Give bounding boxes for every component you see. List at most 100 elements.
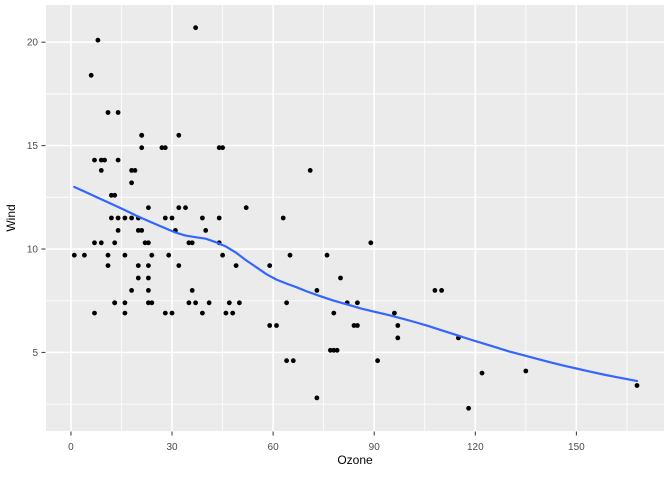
y-tick-label: 15: [27, 141, 39, 152]
data-point: [105, 263, 111, 268]
y-axis-title: Wind: [4, 204, 18, 231]
data-point: [206, 300, 212, 306]
data-point: [139, 132, 145, 138]
data-point: [105, 252, 111, 258]
data-point: [139, 145, 145, 151]
data-point: [432, 288, 438, 293]
data-point: [243, 205, 249, 211]
x-tick-label: 30: [166, 442, 178, 453]
data-point: [115, 110, 121, 115]
data-point: [146, 240, 151, 246]
data-point: [392, 310, 397, 316]
data-point: [267, 323, 273, 328]
data-point: [193, 25, 199, 31]
data-point: [102, 157, 107, 163]
data-point: [233, 263, 239, 268]
data-point: [216, 215, 222, 221]
data-point: [105, 110, 111, 115]
x-tick-label: 120: [467, 442, 484, 453]
data-point: [146, 288, 151, 293]
x-tick-label: 90: [369, 442, 381, 453]
data-point: [331, 310, 337, 316]
data-point: [92, 157, 97, 163]
data-point: [88, 72, 94, 78]
data-point: [135, 228, 141, 233]
data-point: [267, 263, 273, 268]
data-point: [331, 347, 337, 353]
smooth-path: [73, 185, 639, 383]
data-point: [290, 358, 296, 364]
data-point: [284, 358, 289, 364]
data-point: [92, 310, 97, 316]
data-point: [355, 300, 360, 306]
data-point: [237, 300, 242, 306]
data-point: [159, 145, 165, 151]
data-point: [183, 205, 188, 211]
y-tick-label: 20: [27, 38, 39, 49]
data-point: [98, 157, 104, 163]
data-point: [129, 215, 135, 221]
data-point: [226, 300, 232, 306]
data-point: [230, 310, 236, 316]
data-point: [189, 240, 195, 246]
data-point: [129, 288, 135, 293]
data-point: [82, 252, 87, 258]
data-point: [220, 252, 226, 258]
data-point: [287, 252, 293, 258]
data-point: [146, 275, 151, 281]
y-tick-label: 10: [27, 245, 39, 256]
major-gridlines: [46, 5, 664, 431]
data-point: [479, 370, 485, 376]
x-tick-label: 150: [568, 442, 585, 453]
data-point: [193, 300, 199, 306]
data-point: [129, 168, 135, 173]
data-point: [189, 288, 195, 293]
data-point: [314, 395, 320, 401]
plot-panel: [46, 5, 664, 431]
data-point: [115, 157, 121, 163]
data-point: [466, 405, 471, 411]
data-point: [200, 215, 205, 221]
data-point: [523, 368, 529, 374]
data-point: [109, 215, 114, 221]
data-point: [115, 228, 121, 233]
data-point: [166, 252, 172, 258]
data-point: [98, 168, 104, 173]
panel-background: [46, 5, 664, 431]
data-point: [351, 323, 357, 328]
data-point: [115, 215, 121, 221]
data-point: [200, 310, 205, 316]
data-point: [146, 300, 151, 306]
data-point: [112, 240, 118, 246]
data-point: [216, 145, 222, 151]
data-point: [139, 228, 145, 233]
data-point: [334, 347, 340, 353]
data-point: [634, 383, 640, 388]
data-point: [355, 323, 360, 328]
data-point: [169, 310, 175, 316]
data-point: [135, 263, 141, 268]
data-point: [122, 310, 128, 316]
data-point: [112, 300, 118, 306]
data-point: [328, 347, 333, 353]
data-point: [149, 300, 155, 306]
data-point: [129, 180, 135, 186]
data-point: [122, 252, 128, 258]
data-point: [142, 240, 148, 246]
data-point: [162, 145, 168, 151]
data-point: [176, 205, 182, 211]
data-point: [122, 215, 128, 221]
data-point: [314, 288, 320, 293]
data-point: [280, 215, 286, 221]
data-point: [307, 168, 313, 173]
data-point: [71, 252, 77, 258]
axis-ticks: [41, 41, 577, 436]
data-point: [146, 263, 151, 268]
data-point: [439, 288, 444, 293]
data-point: [176, 132, 182, 138]
data-point: [186, 240, 192, 246]
data-point: [112, 192, 118, 198]
data-point: [146, 205, 151, 211]
